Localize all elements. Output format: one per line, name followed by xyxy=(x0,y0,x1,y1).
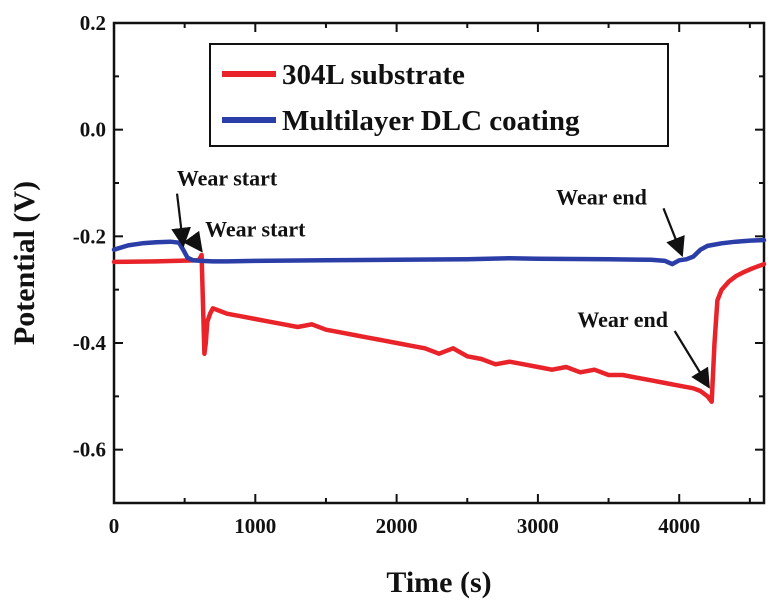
y-tick-label-1: 0.0 xyxy=(80,118,106,142)
annotation-wear-start-dlc: Wear start xyxy=(177,166,278,191)
annotation-arrow-wear-end-dlc xyxy=(662,207,685,258)
x-tick-label-2: 2000 xyxy=(376,514,418,538)
annotation-wear-end-304l: Wear end xyxy=(577,307,668,332)
annotations: Wear start Wear start Wear end Wear end xyxy=(171,166,710,389)
y-tick-label-2: -0.2 xyxy=(73,224,106,248)
annotation-arrow-wear-start-dlc xyxy=(171,193,191,248)
x-axis: 0 1000 2000 3000 4000 Time (s) xyxy=(109,23,751,599)
y-tick-label-4: -0.6 xyxy=(73,438,106,462)
annotation-arrow-wear-end-304l xyxy=(673,330,710,389)
x-tick-label-1: 1000 xyxy=(234,514,276,538)
y-axis-title: Potential (V) xyxy=(8,181,41,345)
y-axis: 0.2 0.0 -0.2 -0.4 -0.6 Potential (V) xyxy=(8,11,764,462)
x-tick-label-4: 4000 xyxy=(658,514,700,538)
annotation-wear-end-dlc: Wear end xyxy=(556,184,647,209)
x-ticks xyxy=(113,23,751,503)
legend-box xyxy=(209,43,669,147)
series-line-multilayer-dlc-coating xyxy=(111,237,767,267)
x-tick-label-3: 3000 xyxy=(517,514,559,538)
y-ticks xyxy=(114,22,764,451)
x-tick-label-0: 0 xyxy=(109,514,120,538)
legend-label-304l-substrate: 304L substrate xyxy=(282,59,465,91)
legend-label-multilayer-dlc-coating: Multilayer DLC coating xyxy=(282,105,580,137)
annotation-arrow-wear-start-304l xyxy=(183,230,203,253)
y-tick-label-3: -0.4 xyxy=(73,331,107,355)
legend: 304L substrate Multilayer DLC coating xyxy=(209,43,669,147)
x-axis-title: Time (s) xyxy=(386,566,491,599)
y-tick-label-0: 0.2 xyxy=(80,11,106,35)
series-line-304l-substrate xyxy=(111,252,767,404)
annotation-wear-start-304l: Wear start xyxy=(205,216,306,241)
